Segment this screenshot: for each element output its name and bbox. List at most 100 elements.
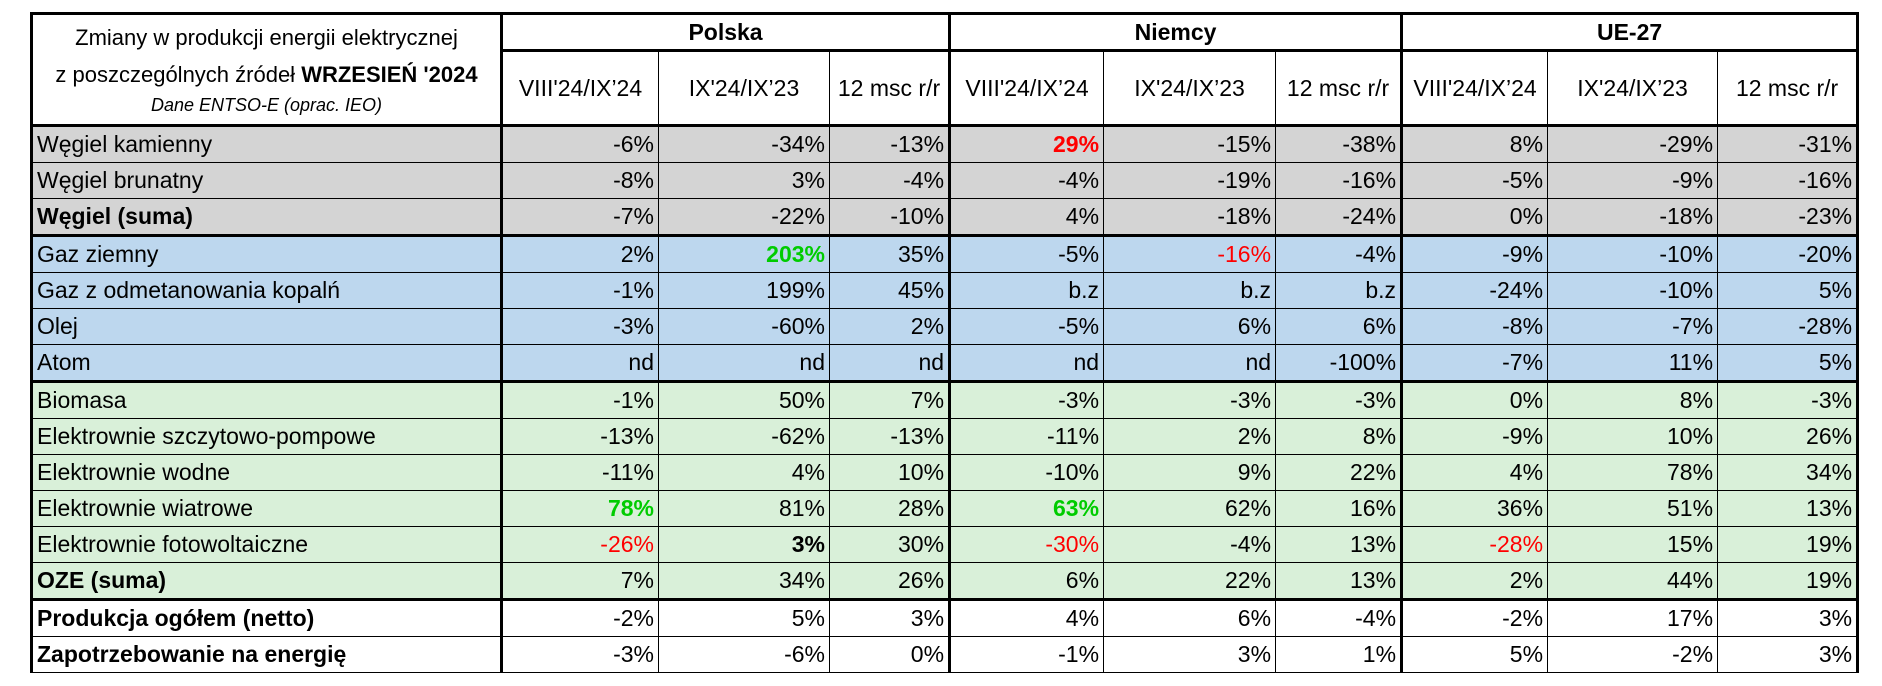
row-label: Węgiel kamienny (30, 125, 503, 163)
value-cell: nd (501, 344, 659, 382)
table-row: Zapotrzebowanie na energię -3% -6% 0% -1% 3% 1… (30, 636, 1860, 673)
value-cell: 5% (658, 598, 830, 637)
value-cell: -20% (1717, 234, 1860, 273)
value-cell: -6% (658, 636, 830, 673)
value-cell: 4% (949, 598, 1105, 637)
column-header: IX'24/IX’23 (1547, 50, 1719, 127)
table-row: Biomasa -1% 50% 7% -3% -3% -3% 0% 8% -3% (30, 380, 1860, 419)
row-label: Atom (30, 344, 503, 382)
value-cell: -4% (1275, 234, 1404, 273)
value-cell: 62% (1103, 490, 1277, 527)
value-cell: 8% (1275, 418, 1404, 455)
value-cell: -5% (949, 234, 1105, 273)
value-cell: -7% (501, 198, 659, 236)
value-cell: 5% (1717, 272, 1860, 309)
value-cell: b.z (1103, 272, 1277, 309)
value-cell: -23% (1717, 198, 1860, 236)
table-title-line1: Zmiany w produkcji energii elektrycznej (75, 25, 458, 50)
value-cell: -3% (1103, 380, 1277, 419)
table-row: Węgiel brunatny -8% 3% -4% -4% -19% -16% -5% -9%… (30, 162, 1860, 199)
value-cell: -5% (1401, 162, 1549, 199)
table-title-line2: z poszczególnych źródeł WRZESIEŃ '2024 (35, 56, 498, 93)
column-header: 12 msc r/r (1275, 50, 1404, 127)
value-cell: -26% (501, 526, 659, 563)
value-cell: -16% (1275, 162, 1404, 199)
column-header: 12 msc r/r (828, 50, 952, 127)
value-cell: 2% (1401, 562, 1549, 600)
value-cell: 78% (501, 490, 659, 527)
row-label: Gaz ziemny (30, 234, 503, 273)
value-cell: -22% (658, 198, 830, 236)
table-row: Gaz ziemny 2% 203% 35% -5% -16% -4% -9% -10% -20% (30, 234, 1860, 273)
table-row: Elektrownie szczytowo-pompowe -13% -62% -13… (30, 418, 1860, 455)
value-cell: 9% (1103, 454, 1277, 491)
row-label: OZE (suma) (30, 562, 503, 600)
value-cell: -4% (1275, 598, 1404, 637)
column-header: VIII'24/IX’24 (1401, 50, 1549, 127)
value-cell: 81% (658, 490, 830, 527)
value-cell: -3% (1717, 380, 1860, 419)
value-cell: -18% (1547, 198, 1719, 236)
value-cell: -7% (1547, 308, 1719, 345)
value-cell: 10% (828, 454, 952, 491)
value-cell: -19% (1103, 162, 1277, 199)
value-cell: 10% (1547, 418, 1719, 455)
value-cell: nd (1103, 344, 1277, 382)
value-cell: 6% (949, 562, 1105, 600)
value-cell: -7% (1401, 344, 1549, 382)
value-cell: 3% (658, 162, 830, 199)
value-cell: -11% (501, 454, 659, 491)
value-cell: 50% (658, 380, 830, 419)
value-cell: -13% (828, 125, 952, 163)
value-cell: -16% (1103, 234, 1277, 273)
table-row: Węgiel kamienny -6% -34% -13% 29% -15% -38% 8% -… (30, 125, 1860, 163)
value-cell: -1% (501, 272, 659, 309)
value-cell: 45% (828, 272, 952, 309)
value-cell: 35% (828, 234, 952, 273)
value-cell: 44% (1547, 562, 1719, 600)
value-cell: -2% (1401, 598, 1549, 637)
value-cell: -9% (1547, 162, 1719, 199)
row-label: Elektrownie szczytowo-pompowe (30, 418, 503, 455)
value-cell: -11% (949, 418, 1105, 455)
value-cell: -24% (1275, 198, 1404, 236)
table-row: Elektrownie fotowoltaiczne -26% 3% 30% -30% -… (30, 526, 1860, 563)
row-label: Produkcja ogółem (netto) (30, 598, 503, 637)
value-cell: -10% (828, 198, 952, 236)
column-header: VIII'24/IX’24 (949, 50, 1105, 127)
value-cell: 6% (1275, 308, 1404, 345)
value-cell: 34% (658, 562, 830, 600)
row-label: Olej (30, 308, 503, 345)
value-cell: 8% (1547, 380, 1719, 419)
value-cell: -3% (1275, 380, 1404, 419)
value-cell: 34% (1717, 454, 1860, 491)
table-row: Produkcja ogółem (netto) -2% 5% 3% 4% 6% -4% -2… (30, 598, 1860, 637)
value-cell: -13% (828, 418, 952, 455)
value-cell: -38% (1275, 125, 1404, 163)
value-cell: -6% (501, 125, 659, 163)
column-header: 12 msc r/r (1717, 50, 1860, 127)
row-label: Elektrownie fotowoltaiczne (30, 526, 503, 563)
value-cell: nd (828, 344, 952, 382)
row-label: Elektrownie wiatrowe (30, 490, 503, 527)
value-cell: 3% (658, 526, 830, 563)
value-cell: 4% (1401, 454, 1549, 491)
value-cell: -24% (1401, 272, 1549, 309)
value-cell: 4% (949, 198, 1105, 236)
row-label: Elektrownie wodne (30, 454, 503, 491)
value-cell: -1% (501, 380, 659, 419)
value-cell: -3% (949, 380, 1105, 419)
value-cell: -2% (1547, 636, 1719, 673)
table-row: OZE (suma) 7% 34% 26% 6% 22% 13% 2% 44% 19% (30, 562, 1860, 600)
value-cell: -100% (1275, 344, 1404, 382)
row-label: Zapotrzebowanie na energię (30, 636, 503, 673)
value-cell: -4% (1103, 526, 1277, 563)
value-cell: 6% (1103, 598, 1277, 637)
column-header: VIII'24/IX’24 (501, 50, 659, 127)
table-row: Olej -3% -60% 2% -5% 6% 6% -8% -7% -28% (30, 308, 1860, 345)
value-cell: 29% (949, 125, 1105, 163)
value-cell: 5% (1717, 344, 1860, 382)
table-row: Atom nd nd nd nd nd -100% -7% 11% 5% (30, 344, 1860, 382)
table-title-cell: Zmiany w produkcji energii elektrycznej … (30, 12, 503, 127)
table-title-prefix: z poszczególnych źródeł (55, 62, 302, 87)
